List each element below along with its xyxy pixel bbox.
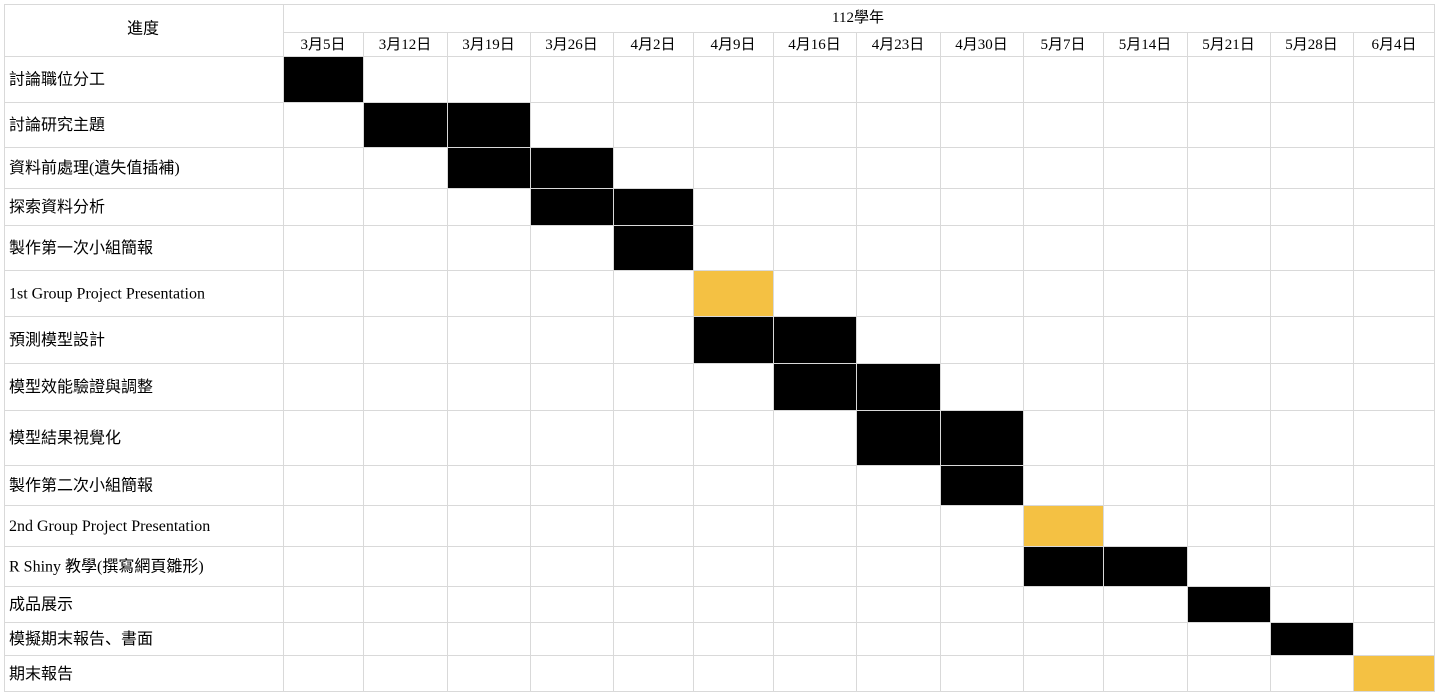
task-label: 模型結果視覺化	[9, 429, 121, 447]
task-label: R Shiny 教學(撰寫網頁雛形)	[9, 557, 204, 576]
task-bar	[283, 56, 363, 102]
milestone-bar	[693, 270, 773, 316]
week-label: 3月19日	[462, 37, 515, 53]
task-label: 期末報告	[9, 665, 73, 683]
week-labels: 3月5日 3月12日 3月19日 3月26日 4月2日 4月9日 4月16日 4月23日 4月3…	[300, 37, 1416, 53]
corner-label: 進度	[127, 20, 159, 38]
week-label: 4月23日	[872, 37, 925, 53]
task-label: 預測模型設計	[9, 331, 105, 349]
week-label: 5月7日	[1040, 37, 1085, 53]
milestone-bar	[1023, 505, 1103, 546]
task-label: 探索資料分析	[9, 198, 105, 216]
week-label: 4月16日	[788, 37, 841, 53]
week-label: 6月4日	[1371, 37, 1416, 53]
week-label: 5月14日	[1119, 37, 1172, 53]
week-label: 5月28日	[1285, 37, 1338, 53]
task-bar	[1270, 622, 1353, 655]
milestone-bar	[1353, 655, 1435, 692]
week-label: 4月9日	[710, 37, 755, 53]
task-bar	[1187, 586, 1270, 622]
task-label: 討論研究主題	[9, 116, 105, 134]
bars-layer	[283, 56, 1435, 692]
task-label: 討論職位分工	[9, 71, 105, 89]
task-label: 資料前處理(遺失值插補)	[9, 159, 180, 177]
grid-border	[4, 4, 1435, 692]
week-label: 3月5日	[300, 37, 345, 53]
week-label: 3月12日	[379, 37, 432, 53]
week-label: 3月26日	[545, 37, 598, 53]
week-label: 5月21日	[1202, 37, 1255, 53]
week-label: 4月30日	[955, 37, 1008, 53]
task-label: 模型效能驗證與調整	[9, 378, 153, 396]
task-label: 模擬期末報告、書面	[9, 630, 153, 648]
task-label: 製作第一次小組簡報	[9, 239, 153, 257]
task-bar	[1023, 546, 1187, 586]
task-bar	[693, 316, 856, 363]
task-bar	[363, 102, 530, 147]
task-label: 成品展示	[9, 596, 73, 614]
task-bar	[613, 225, 693, 270]
task-bar	[530, 188, 693, 225]
week-label: 4月2日	[630, 37, 675, 53]
task-label: 2nd Group Project Presentation	[9, 518, 210, 535]
grid-layer	[4, 4, 1435, 692]
year-label: 112學年	[832, 8, 884, 26]
task-bar	[940, 465, 1023, 505]
task-label: 1st Group Project Presentation	[9, 286, 205, 303]
task-label: 製作第二次小組簡報	[9, 477, 153, 495]
task-bar	[856, 410, 1023, 465]
